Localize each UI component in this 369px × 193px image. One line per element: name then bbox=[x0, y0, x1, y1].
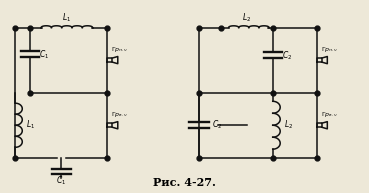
Text: $C_1$: $C_1$ bbox=[39, 48, 49, 61]
Text: $L_2$: $L_2$ bbox=[242, 11, 252, 24]
Text: Рис. 4-27.: Рис. 4-27. bbox=[153, 178, 216, 189]
Text: $C_2$: $C_2$ bbox=[213, 119, 223, 131]
Text: $L_2$: $L_2$ bbox=[284, 119, 293, 131]
Text: $\Gamma p_{в.ч}$: $\Gamma p_{в.ч}$ bbox=[321, 110, 337, 119]
Text: $L_1$: $L_1$ bbox=[62, 11, 72, 24]
Text: $\Gamma p_{в.ч}$: $\Gamma p_{в.ч}$ bbox=[111, 110, 128, 119]
Text: $L_1$: $L_1$ bbox=[26, 119, 35, 131]
Text: $\Gamma p_{н.ч}$: $\Gamma p_{н.ч}$ bbox=[321, 45, 338, 54]
Text: $C_2$: $C_2$ bbox=[282, 49, 292, 62]
Text: $C_1$: $C_1$ bbox=[56, 174, 66, 187]
Text: $\Gamma p_{н.ч}$: $\Gamma p_{н.ч}$ bbox=[111, 45, 128, 54]
